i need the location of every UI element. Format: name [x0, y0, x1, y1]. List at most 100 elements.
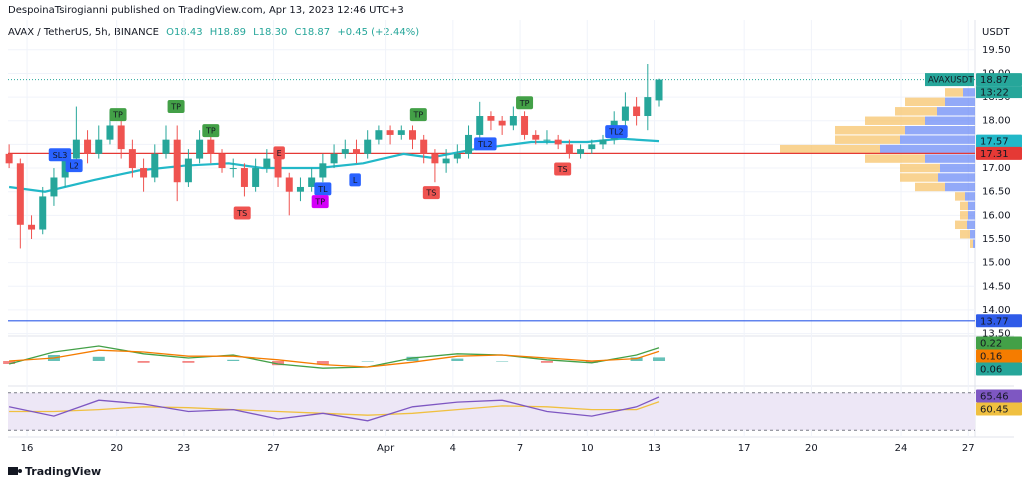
profile-up [955, 192, 965, 201]
x-tick-label: 24 [895, 443, 908, 454]
candle-body [184, 158, 192, 183]
candle-body [330, 153, 338, 164]
candle-body [341, 149, 349, 154]
profile-up [900, 173, 938, 182]
x-tick-label: Apr [377, 443, 395, 454]
signal-box [202, 124, 220, 138]
macd-histogram [182, 361, 195, 363]
candle-body [218, 153, 226, 169]
candle-body [72, 139, 80, 159]
countdown-box [976, 86, 1022, 99]
y-tick-label: 15.50 [982, 234, 1011, 245]
profile-down [938, 173, 975, 182]
rsi-ma-line [9, 401, 660, 416]
y-tick-label: 18.00 [982, 116, 1011, 127]
profile-up [905, 97, 945, 107]
macd-histogram [585, 361, 598, 363]
profile-up [780, 144, 880, 154]
profile-down [905, 125, 975, 135]
signal-box [349, 173, 361, 187]
candle-body [431, 153, 439, 164]
signal-label: TP [112, 111, 123, 120]
candle-body [229, 168, 237, 170]
signal-box [311, 195, 329, 209]
macd-histogram [496, 361, 509, 362]
low: L18.30 [253, 27, 287, 38]
signal-box [554, 162, 572, 176]
signal-label: SL3 [53, 151, 68, 160]
candle-body [386, 130, 394, 135]
candle-body [588, 144, 596, 150]
candle-body [476, 116, 484, 135]
signal-box [273, 146, 285, 160]
signal-box [422, 186, 440, 200]
price-label-box [976, 402, 1022, 416]
countdown: 13:22 [980, 88, 1009, 99]
profile-down [963, 88, 975, 97]
candle-body [644, 97, 652, 117]
profile-down [965, 192, 975, 201]
price-label-box [976, 362, 1022, 376]
profile-down [925, 154, 975, 163]
price-label: 17.31 [980, 149, 1009, 160]
price-label-box [976, 146, 1022, 160]
profile-up [955, 220, 967, 230]
profile-down [900, 135, 975, 144]
signal-label: TL2 [608, 128, 623, 137]
candle-body [453, 153, 461, 159]
candle-body [409, 130, 417, 140]
candle-body [252, 168, 260, 187]
price-label: 65.46 [980, 392, 1009, 403]
high: H18.89 [210, 27, 246, 38]
y-tick-label: 15.00 [982, 258, 1011, 269]
candle-body [498, 120, 506, 126]
macd-histogram [92, 356, 105, 361]
symbol-label-box [925, 73, 974, 87]
macd-histogram [406, 356, 419, 361]
x-tick-label: 4 [450, 443, 456, 454]
x-tick-label: 27 [962, 443, 975, 454]
macd-histogram [3, 361, 16, 364]
price-label: 0.22 [980, 339, 1002, 350]
macd-histogram [653, 357, 666, 361]
signal-label: L [353, 176, 358, 185]
change: +0.45 (+2.44%) [337, 27, 419, 38]
candle-body [364, 139, 372, 154]
candle-body [509, 116, 517, 126]
candle-body [128, 149, 136, 169]
brand-logo [8, 467, 22, 475]
candle-body [84, 139, 92, 154]
profile-up [960, 211, 968, 220]
candle-body [543, 139, 551, 141]
candle-body [285, 177, 293, 192]
candle-body [599, 139, 607, 145]
candle-body [296, 186, 304, 192]
candle-body [5, 153, 13, 164]
profile-up [900, 163, 940, 173]
signal-box [167, 100, 185, 114]
candle-body [61, 158, 69, 178]
profile-down [967, 220, 975, 230]
signal-label: TS [236, 209, 247, 218]
x-tick-label: 27 [267, 443, 280, 454]
profile-down [973, 239, 975, 248]
price-label-box [976, 349, 1022, 363]
candle-body [263, 158, 271, 169]
candle-body [16, 163, 24, 225]
signal-label: L2 [69, 162, 79, 171]
candle-body [308, 177, 316, 187]
price-label-box [976, 336, 1022, 350]
candle-body [319, 163, 327, 178]
profile-up [945, 88, 963, 97]
price-label-box [976, 389, 1022, 403]
candle-body [274, 158, 282, 178]
signal-box [109, 108, 127, 122]
rsi-band [8, 392, 975, 431]
candle-body [352, 149, 360, 154]
candle-body [151, 153, 159, 178]
profile-down [937, 107, 975, 116]
candle-body [487, 116, 495, 121]
candle-body [577, 149, 585, 154]
macd-histogram [316, 361, 329, 365]
